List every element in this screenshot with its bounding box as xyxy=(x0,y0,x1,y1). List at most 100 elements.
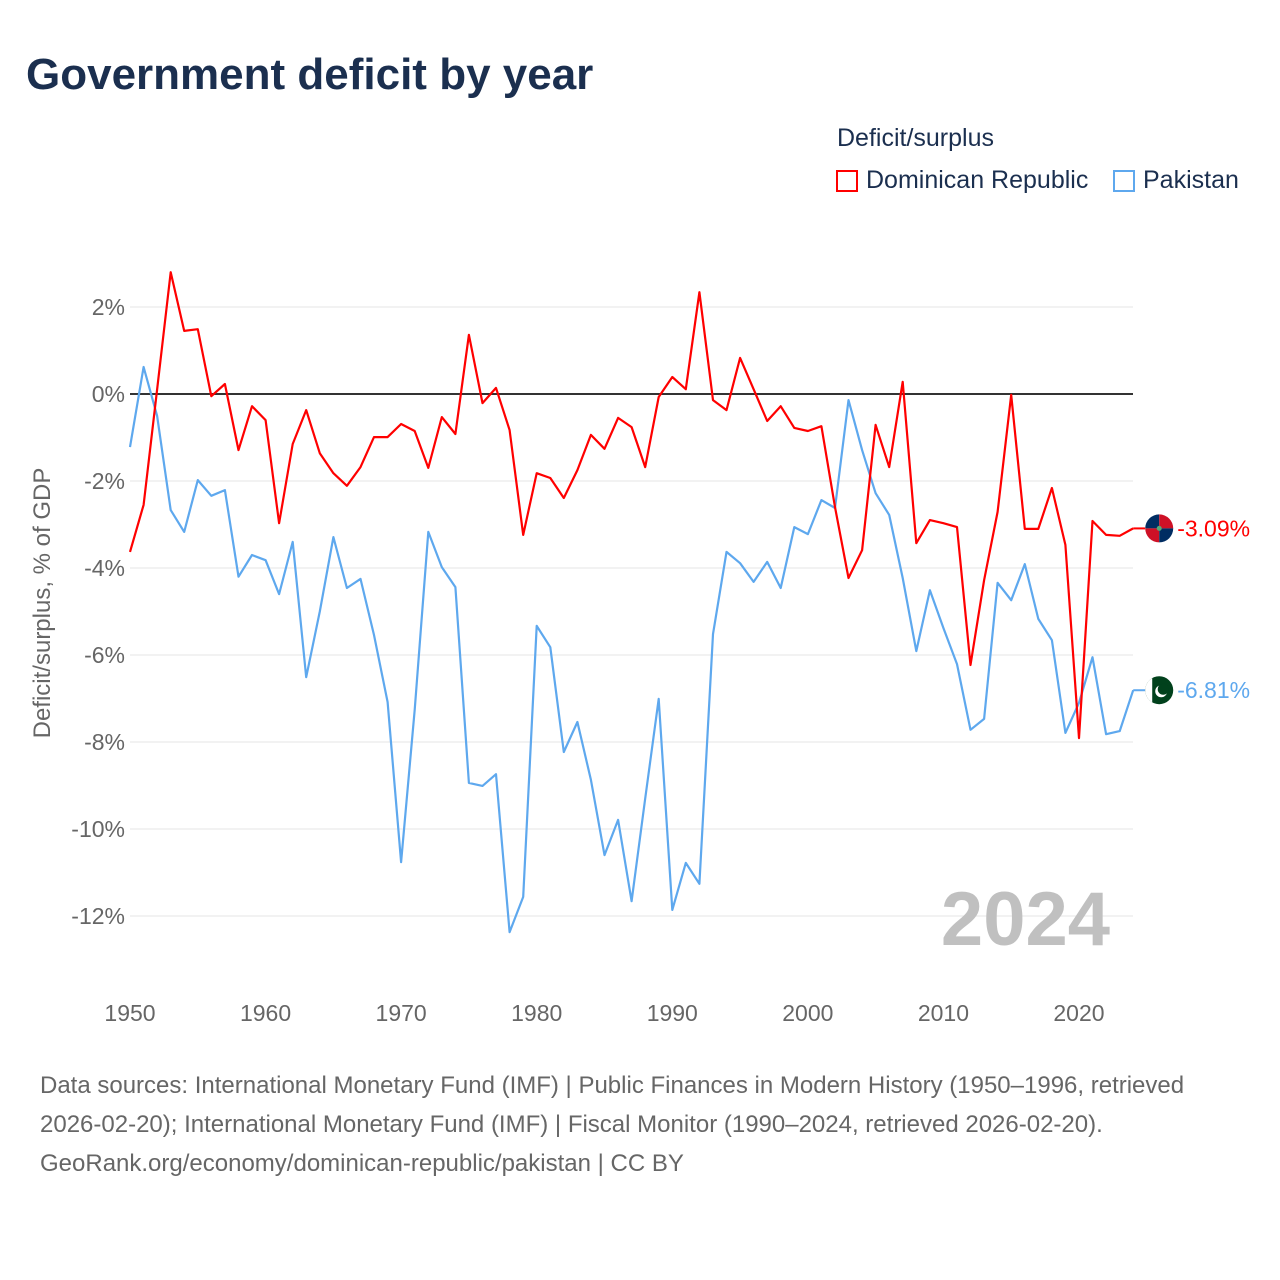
data-point[interactable] xyxy=(222,487,228,493)
data-point[interactable] xyxy=(642,796,648,802)
data-point[interactable] xyxy=(357,576,363,582)
data-point[interactable] xyxy=(886,512,892,518)
data-point[interactable] xyxy=(683,860,689,866)
data-point[interactable] xyxy=(249,403,255,409)
data-point[interactable] xyxy=(900,575,906,581)
data-point[interactable] xyxy=(371,632,377,638)
data-point[interactable] xyxy=(276,591,282,597)
data-point[interactable] xyxy=(208,393,214,399)
data-point[interactable] xyxy=(1008,597,1014,603)
data-point[interactable] xyxy=(940,520,946,526)
data-point[interactable] xyxy=(791,425,797,431)
data-point[interactable] xyxy=(330,534,336,540)
data-point[interactable] xyxy=(873,422,879,428)
data-point[interactable] xyxy=(141,502,147,508)
data-point[interactable] xyxy=(1062,542,1068,548)
data-point[interactable] xyxy=(235,574,241,580)
data-point[interactable] xyxy=(900,379,906,385)
data-point[interactable] xyxy=(1090,518,1096,524)
data-point[interactable] xyxy=(330,470,336,476)
legend-item-pakistan[interactable]: Pakistan xyxy=(1113,166,1239,195)
data-point[interactable] xyxy=(561,495,567,501)
data-point[interactable] xyxy=(1049,485,1055,491)
data-point[interactable] xyxy=(398,859,404,865)
data-point[interactable] xyxy=(656,696,662,702)
data-point[interactable] xyxy=(547,475,553,481)
data-point[interactable] xyxy=(940,625,946,631)
data-point[interactable] xyxy=(534,470,540,476)
data-point[interactable] xyxy=(873,490,879,496)
data-point[interactable] xyxy=(127,549,133,555)
data-point[interactable] xyxy=(317,450,323,456)
data-point[interactable] xyxy=(642,464,648,470)
data-point[interactable] xyxy=(127,444,133,450)
data-point[interactable] xyxy=(1103,731,1109,737)
data-point[interactable] xyxy=(656,394,662,400)
data-point[interactable] xyxy=(1117,728,1123,734)
data-point[interactable] xyxy=(791,524,797,530)
data-point[interactable] xyxy=(439,564,445,570)
data-point[interactable] xyxy=(927,587,933,593)
data-point[interactable] xyxy=(629,424,635,430)
data-point[interactable] xyxy=(425,465,431,471)
data-point[interactable] xyxy=(547,644,553,650)
data-point[interactable] xyxy=(507,427,513,433)
data-point[interactable] xyxy=(778,403,784,409)
data-point[interactable] xyxy=(615,415,621,421)
data-point[interactable] xyxy=(724,549,730,555)
data-point[interactable] xyxy=(317,609,323,615)
data-point[interactable] xyxy=(303,674,309,680)
data-point[interactable] xyxy=(588,777,594,783)
data-point[interactable] xyxy=(846,575,852,581)
data-point[interactable] xyxy=(629,898,635,904)
data-point[interactable] xyxy=(1008,392,1014,398)
data-point[interactable] xyxy=(181,328,187,334)
data-point[interactable] xyxy=(913,648,919,654)
data-point[interactable] xyxy=(507,929,513,935)
data-point[interactable] xyxy=(425,529,431,535)
data-point[interactable] xyxy=(222,381,228,387)
data-point[interactable] xyxy=(263,417,269,423)
data-point[interactable] xyxy=(479,783,485,789)
data-point[interactable] xyxy=(981,716,987,722)
data-point[interactable] xyxy=(520,894,526,900)
data-point[interactable] xyxy=(954,524,960,530)
data-point[interactable] xyxy=(1076,735,1082,741)
data-point[interactable] xyxy=(968,662,974,668)
data-point[interactable] xyxy=(669,907,675,913)
data-point[interactable] xyxy=(344,585,350,591)
data-point[interactable] xyxy=(778,585,784,591)
data-point[interactable] xyxy=(385,434,391,440)
data-point[interactable] xyxy=(195,477,201,483)
data-point[interactable] xyxy=(588,432,594,438)
data-point[interactable] xyxy=(751,579,757,585)
data-point[interactable] xyxy=(995,580,1001,586)
data-point[interactable] xyxy=(1022,561,1028,567)
data-point[interactable] xyxy=(398,421,404,427)
data-point[interactable] xyxy=(141,364,147,370)
data-point[interactable] xyxy=(290,441,296,447)
data-point[interactable] xyxy=(493,771,499,777)
data-point[interactable] xyxy=(818,423,824,429)
data-point[interactable] xyxy=(764,418,770,424)
data-point[interactable] xyxy=(710,397,716,403)
data-point[interactable] xyxy=(439,414,445,420)
data-point[interactable] xyxy=(846,397,852,403)
data-point[interactable] xyxy=(195,326,201,332)
data-point[interactable] xyxy=(995,509,1001,515)
data-point[interactable] xyxy=(208,493,214,499)
data-point[interactable] xyxy=(466,332,472,338)
data-point[interactable] xyxy=(452,431,458,437)
data-point[interactable] xyxy=(1090,654,1096,660)
data-point[interactable] xyxy=(886,464,892,470)
data-point[interactable] xyxy=(724,407,730,413)
data-point[interactable] xyxy=(249,552,255,558)
data-point[interactable] xyxy=(344,483,350,489)
data-point[interactable] xyxy=(1103,532,1109,538)
data-point[interactable] xyxy=(615,817,621,823)
data-point[interactable] xyxy=(1062,730,1068,736)
data-point[interactable] xyxy=(601,852,607,858)
data-point[interactable] xyxy=(1049,637,1055,643)
data-point[interactable] xyxy=(181,529,187,535)
series-line-pakistan[interactable] xyxy=(128,365,1135,934)
